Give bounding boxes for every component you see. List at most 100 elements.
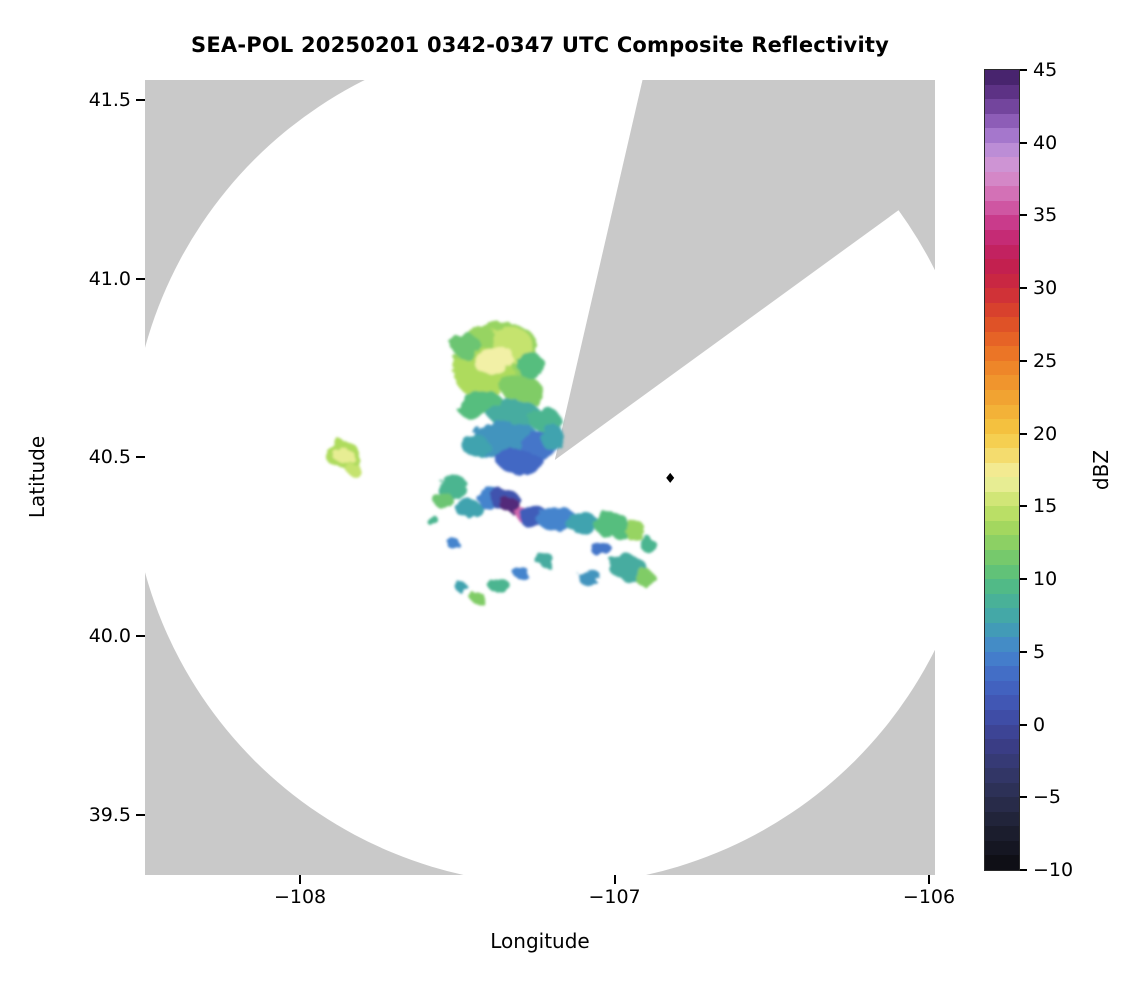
blocked-sector-wedge — [554, 80, 935, 460]
echo-cell — [456, 583, 468, 593]
colorbar-band — [985, 128, 1019, 144]
x-tick-mark — [613, 875, 616, 884]
colorbar-band — [985, 375, 1019, 391]
colorbar-tick-mark — [1020, 287, 1027, 290]
chart-title: SEA-POL 20250201 0342-0347 UTC Composite… — [191, 33, 889, 57]
colorbar-label: dBZ — [1089, 449, 1113, 491]
y-tick-label: 41.0 — [88, 267, 131, 290]
colorbar-band — [985, 840, 1019, 857]
echo-cell — [426, 515, 439, 525]
colorbar-tick-mark — [1020, 650, 1027, 653]
echo-cell — [448, 540, 462, 551]
colorbar-tick-mark — [1020, 505, 1027, 508]
echo-cell — [501, 497, 520, 513]
y-tick-mark — [136, 99, 145, 102]
colorbar-band — [985, 171, 1019, 188]
colorbar-band — [985, 70, 1019, 86]
colorbar-band — [985, 680, 1019, 697]
colorbar-band — [985, 390, 1019, 406]
colorbar-tick-label: 25 — [1033, 349, 1058, 372]
colorbar-tick-label: 5 — [1033, 640, 1046, 663]
colorbar-band — [985, 637, 1019, 653]
colorbar-tick-label: 30 — [1033, 277, 1058, 300]
colorbar-tick-label: 0 — [1033, 713, 1046, 736]
colorbar-band — [985, 288, 1019, 304]
location-marker-icon — [666, 472, 675, 483]
colorbar — [984, 69, 1020, 871]
colorbar-tick-mark — [1020, 432, 1027, 435]
colorbar-tick-label: 40 — [1033, 131, 1058, 154]
colorbar-band — [985, 782, 1019, 798]
colorbar-band — [985, 215, 1019, 231]
colorbar-band — [985, 230, 1019, 246]
y-tick-mark — [136, 456, 145, 459]
colorbar-band — [985, 593, 1019, 609]
y-tick-mark — [136, 277, 145, 280]
colorbar-band — [985, 360, 1019, 377]
colorbar-tick-label: −10 — [1033, 859, 1074, 881]
colorbar-band — [985, 99, 1019, 115]
colorbar-band — [985, 448, 1019, 464]
y-tick-label: 40.0 — [88, 625, 131, 648]
colorbar-tick-label: 15 — [1033, 495, 1058, 518]
colorbar-band — [985, 520, 1019, 537]
colorbar-band — [985, 186, 1019, 202]
colorbar-band — [985, 564, 1019, 580]
colorbar-band — [985, 855, 1019, 870]
colorbar-band — [985, 724, 1019, 740]
colorbar-tick-mark — [1020, 869, 1027, 871]
colorbar-band — [985, 797, 1019, 813]
colorbar-tick-mark — [1020, 69, 1027, 71]
colorbar-tick-mark — [1020, 796, 1027, 799]
y-tick-label: 40.5 — [88, 446, 131, 469]
colorbar-band — [985, 651, 1019, 668]
x-tick-label: −108 — [273, 886, 327, 908]
colorbar-band — [985, 259, 1019, 275]
echo-cell — [474, 345, 514, 375]
y-tick-label: 39.5 — [88, 803, 131, 826]
colorbar-band — [985, 506, 1019, 522]
colorbar-tick-mark — [1020, 214, 1027, 217]
colorbar-band — [985, 579, 1019, 595]
echo-cell — [623, 522, 648, 541]
colorbar-band — [985, 695, 1019, 711]
y-tick-mark — [136, 813, 145, 816]
colorbar-band — [985, 608, 1019, 624]
colorbar-band — [985, 404, 1019, 420]
echo-cell — [594, 512, 630, 538]
colorbar-tick-label: 35 — [1033, 204, 1058, 227]
echo-cell — [487, 577, 510, 592]
colorbar-tick-label: 10 — [1033, 568, 1058, 591]
y-tick-mark — [136, 635, 145, 638]
colorbar-band — [985, 622, 1019, 638]
colorbar-band — [985, 200, 1019, 217]
echo-cell — [634, 570, 656, 586]
colorbar-band — [985, 710, 1019, 726]
colorbar-band — [985, 739, 1019, 755]
echo-cell — [640, 538, 657, 553]
colorbar-band — [985, 550, 1019, 566]
colorbar-band — [985, 317, 1019, 333]
echo-cell — [345, 461, 359, 474]
colorbar-band — [985, 535, 1019, 551]
echo-cell — [496, 449, 545, 475]
echo-cell — [541, 423, 564, 452]
colorbar-tick-label: −5 — [1033, 786, 1062, 809]
echo-field — [326, 323, 657, 605]
colorbar-tick-label: 20 — [1033, 422, 1058, 445]
echo-cell — [471, 591, 485, 605]
colorbar-band — [985, 113, 1019, 129]
colorbar-band — [985, 666, 1019, 682]
x-tick-mark — [299, 875, 302, 884]
echo-cell — [333, 447, 354, 463]
echo-cell — [451, 332, 480, 358]
echo-cell — [455, 497, 481, 518]
colorbar-band — [985, 462, 1019, 478]
y-tick-label: 41.5 — [88, 89, 131, 112]
echo-cell — [515, 352, 545, 378]
echo-cell — [535, 553, 555, 568]
echo-cell — [512, 565, 529, 578]
colorbar-band — [985, 84, 1019, 100]
colorbar-band — [985, 346, 1019, 362]
